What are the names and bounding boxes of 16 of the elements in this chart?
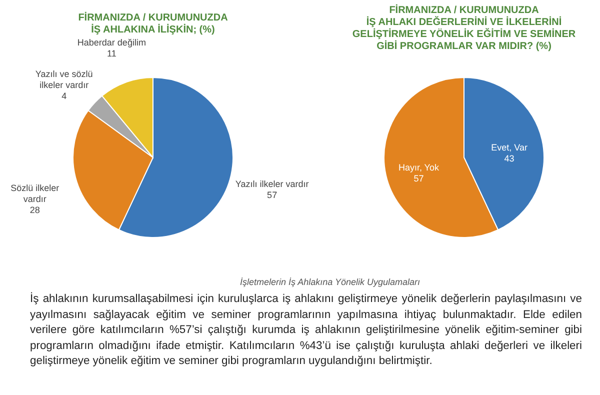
- slice-label: Hayır, Yok: [398, 162, 440, 173]
- chart-title: FİRMANIZDA / KURUMUNUZDA İŞ AHLAKINA İLİŞKİN; (%): [78, 12, 228, 36]
- data-label: 57: [414, 174, 424, 184]
- chart-title: FİRMANIZDA / KURUMUNUZDA İŞ AHLAKI DEĞERLERİNİ VE İLKELERİNİ GELİŞTİRMEYE YÖNELİK EĞİTİM VE SEMİNER GİBİ PROGRAMLAR VAR MIDIR? (%): [352, 4, 576, 52]
- slice-label: Haberdar değilim: [77, 38, 146, 48]
- data-label: 43: [504, 153, 514, 164]
- text: İş ahlakının kurumsallaşabilmesi için kuruluşlarca iş ahlakını geliştirmeye yönelik değerlerin paylaşılmasını ve yayılmasını sağlayacak eğitim ve seminer programlarının yapılmasına ihtiyaç bulunmaktadır. Elde edilen verilere göre katılımcıların %57’si çalıştığı kurumda iş ahlakının geliştirilmesine yönelik eğitim-seminer gibi programların olmadığını ifade etmiştir. Katılımcıların %43’ü ise çalıştığı kuruluşta ahlaki değerleri ve ilkeleri geliştirmeye yönelik eğitim ve seminer gibi programların uygulandığını belirtmiştir.: [30, 292, 582, 369]
- slice-label: Yazılı ve sözlü ilkeler vardır: [35, 68, 93, 90]
- slice-label: Evet, Var: [491, 142, 528, 152]
- data-label: 11: [107, 48, 116, 59]
- data-label: 4: [62, 90, 67, 101]
- slice-label: Yazılı ilkeler vardır: [235, 179, 309, 190]
- slice-label: Sözlü ilkeler vardır: [10, 182, 60, 204]
- data-label: 28: [30, 204, 40, 215]
- text: İşletmelerin İş Ahlakına Yönelik Uygulamaları: [238, 277, 422, 287]
- data-label: 57: [267, 190, 278, 200]
